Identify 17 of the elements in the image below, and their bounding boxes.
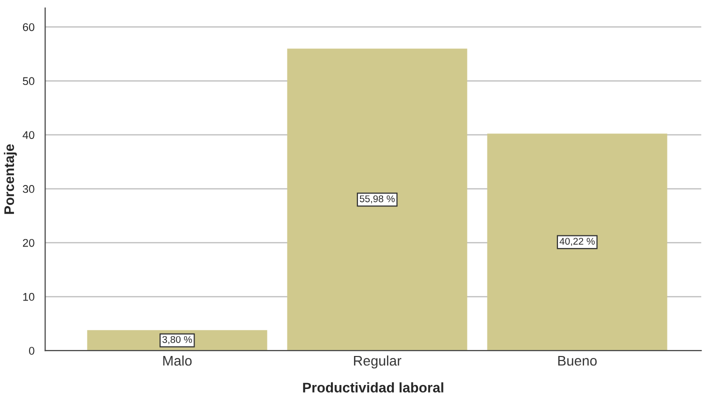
y-tick-label: 0 xyxy=(29,346,34,355)
x-tick-label: Malo xyxy=(163,355,192,366)
y-tick-label: 20 xyxy=(22,238,34,247)
bar xyxy=(287,48,468,351)
y-tick-label: 50 xyxy=(22,77,34,86)
y-tick-label: 40 xyxy=(22,131,34,139)
x-tick-label: Regular xyxy=(354,355,402,368)
y-tick-label: 30 xyxy=(22,185,34,193)
data-label: 3,80 % xyxy=(162,336,192,344)
x-tick-label: Bueno xyxy=(558,356,597,366)
bar xyxy=(487,134,668,351)
y-tick-label: 60 xyxy=(22,23,34,32)
y-tick-label: 10 xyxy=(23,292,34,301)
x-axis-title: Productividad laboral xyxy=(303,382,444,393)
y-axis-title: Porcentaje xyxy=(4,144,17,214)
data-label: 40,22 % xyxy=(560,238,595,246)
data-label: 55,98 % xyxy=(360,195,395,204)
